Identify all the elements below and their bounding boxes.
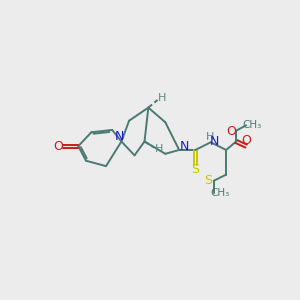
Text: CH₃: CH₃: [243, 120, 262, 130]
Text: H: H: [155, 144, 163, 154]
Text: H: H: [158, 93, 166, 103]
Text: H: H: [206, 132, 214, 142]
Text: S: S: [191, 164, 199, 176]
Text: N: N: [210, 135, 219, 148]
Text: N: N: [180, 140, 189, 153]
Text: O: O: [53, 140, 63, 153]
Text: S: S: [204, 174, 212, 187]
Text: O: O: [241, 134, 251, 147]
Text: N: N: [115, 130, 124, 143]
Text: CH₃: CH₃: [210, 188, 230, 198]
Text: O: O: [226, 125, 236, 138]
